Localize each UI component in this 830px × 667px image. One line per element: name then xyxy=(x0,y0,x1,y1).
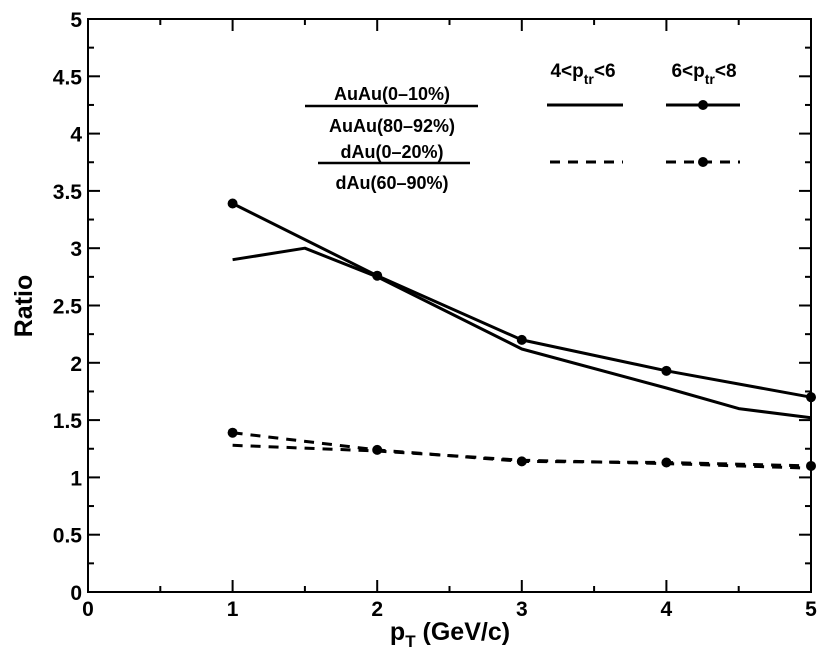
y-tick-label: 3 xyxy=(70,238,82,261)
x-axis-title-p: p xyxy=(390,618,405,646)
y-axis-title: Ratio xyxy=(10,275,38,338)
legend-col1-header: 4<ptr<6 xyxy=(550,61,615,87)
legend-auau-numerator: AuAu(0–10%) xyxy=(334,84,450,104)
series-1-point xyxy=(806,392,816,403)
x-axis-title: pT (GeV/c) xyxy=(390,618,510,651)
y-tick-label: 2.5 xyxy=(53,296,83,319)
x-tick-labels: 0 1 2 3 4 5 xyxy=(82,598,817,621)
y-tick-label: 1.5 xyxy=(53,410,83,433)
legend-col2-header: 6<ptr<8 xyxy=(671,61,736,87)
y-tick-label: 2 xyxy=(70,353,82,376)
y-tick-label: 0.5 xyxy=(53,525,83,548)
legend-dau-numerator: dAu(0–20%) xyxy=(340,142,443,162)
y-tick-label: 3.5 xyxy=(53,181,83,204)
series-3-point xyxy=(227,427,238,438)
series-3-point xyxy=(661,457,672,468)
y-tick-label: 4 xyxy=(70,124,82,147)
legend-auau-denominator: AuAu(80–92%) xyxy=(329,116,455,136)
series-1-point xyxy=(661,365,672,376)
y-tick-labels: 0 0.5 1 1.5 2 2.5 3 3.5 4 4.5 5 xyxy=(53,9,83,605)
legend-marker-dau-6-8 xyxy=(698,157,708,167)
series-line-1 xyxy=(231,202,812,399)
y-tick-label: 0 xyxy=(70,582,82,605)
x-tick-label: 2 xyxy=(371,598,383,621)
x-tick-label: 3 xyxy=(516,598,528,621)
legend: 4<ptr<6 6<ptr<8 AuAu(0–10%) AuAu(80–92%)… xyxy=(305,61,740,193)
y-tick-label: 5 xyxy=(70,9,82,32)
legend-dau-denominator: dAu(60–90%) xyxy=(335,173,448,193)
y-tick-label: 1 xyxy=(70,467,82,490)
series-layer xyxy=(227,198,816,471)
series-1-point xyxy=(227,198,238,209)
series-3-point xyxy=(516,456,527,467)
x-tick-label: 0 xyxy=(82,598,94,621)
x-tick-label: 5 xyxy=(805,598,817,621)
x-axis-title-rest: (GeV/c) xyxy=(416,618,510,646)
series-line-0 xyxy=(232,246,812,420)
series-3-point xyxy=(806,460,816,471)
x-tick-label: 1 xyxy=(227,598,239,621)
x-tick-label: 4 xyxy=(661,598,673,621)
series-1-point xyxy=(372,270,383,281)
legend-marker-auau-6-8 xyxy=(698,100,708,110)
x-axis-title-sub: T xyxy=(405,632,416,651)
series-1-point xyxy=(516,334,527,345)
axis-ticks xyxy=(87,18,812,593)
y-tick-label: 4.5 xyxy=(53,66,83,89)
series-3-point xyxy=(372,444,383,455)
